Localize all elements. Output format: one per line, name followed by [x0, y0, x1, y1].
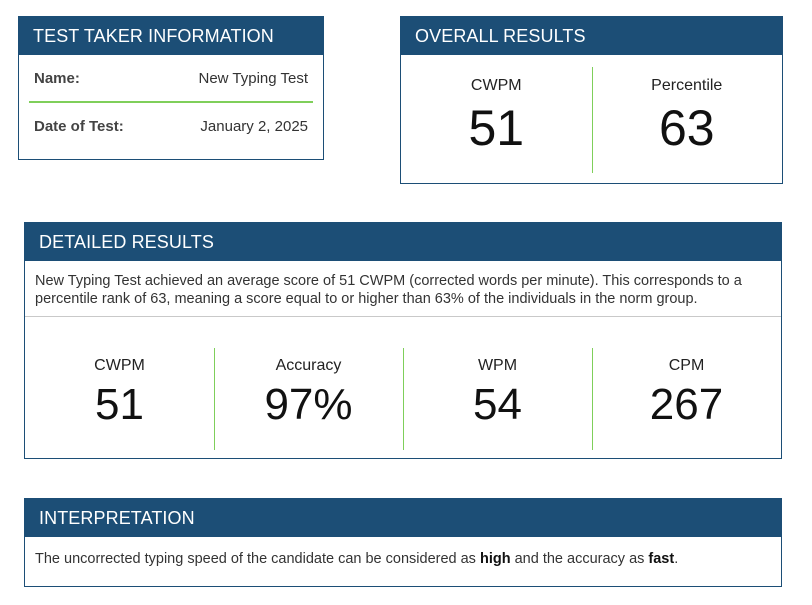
detailed-metric-wpm: WPM 54: [403, 348, 592, 450]
name-label: Name:: [34, 69, 80, 87]
metric-value: 51: [468, 100, 525, 156]
metric-label: WPM: [477, 357, 518, 374]
interp-text-after: .: [674, 551, 679, 567]
date-label: Date of Test:: [34, 117, 124, 135]
detailed-metric-accuracy: Accuracy 97%: [214, 348, 403, 450]
detailed-metric-cpm: CPM 267: [592, 348, 781, 450]
metric-value: 97%: [264, 380, 353, 429]
metric-label: CWPM: [470, 77, 522, 94]
name-row: Name: New Typing Test: [29, 55, 313, 101]
overall-metrics: CWPM 51 Percentile 63: [401, 67, 782, 173]
detailed-results-header: DETAILED RESULTS: [25, 223, 781, 261]
speed-level: high: [479, 551, 511, 567]
test-taker-panel: TEST TAKER INFORMATION Name: New Typing …: [18, 16, 324, 160]
detailed-metrics: CWPM 51 Accuracy 97% WPM 54 CPM 267: [25, 348, 781, 450]
test-taker-header: TEST TAKER INFORMATION: [19, 17, 323, 55]
metric-label: Percentile: [651, 77, 723, 94]
name-value: New Typing Test: [198, 69, 308, 87]
metric-value: 54: [473, 380, 522, 429]
metric-label: Accuracy: [275, 357, 342, 374]
metric-label: CWPM: [94, 357, 145, 374]
interp-text-before: The uncorrected typing speed of the cand…: [35, 551, 480, 567]
overall-results-panel: OVERALL RESULTS CWPM 51 Percentile 63: [400, 16, 783, 184]
detailed-results-panel: DETAILED RESULTS New Typing Test achieve…: [24, 222, 782, 459]
metric-value: 63: [658, 100, 715, 156]
detailed-description: New Typing Test achieved an average scor…: [25, 261, 781, 317]
detailed-metric-cwpm: CWPM 51: [25, 348, 214, 450]
date-value: January 2, 2025: [200, 117, 308, 135]
metric-value: 267: [649, 380, 724, 429]
info-divider: [29, 101, 313, 103]
interpretation-text: The uncorrected typing speed of the cand…: [25, 537, 781, 581]
metric-value: 51: [95, 380, 144, 429]
interp-text-middle: and the accuracy as: [510, 551, 649, 567]
interpretation-panel: INTERPRETATION The uncorrected typing sp…: [24, 498, 782, 587]
accuracy-level: fast: [648, 551, 675, 567]
date-row: Date of Test: January 2, 2025: [29, 103, 313, 149]
overall-metric-percentile: Percentile 63: [591, 67, 783, 173]
interpretation-header: INTERPRETATION: [25, 499, 781, 537]
metric-label: CPM: [668, 357, 705, 374]
overall-results-header: OVERALL RESULTS: [401, 17, 782, 55]
overall-metric-cwpm: CWPM 51: [401, 67, 592, 173]
